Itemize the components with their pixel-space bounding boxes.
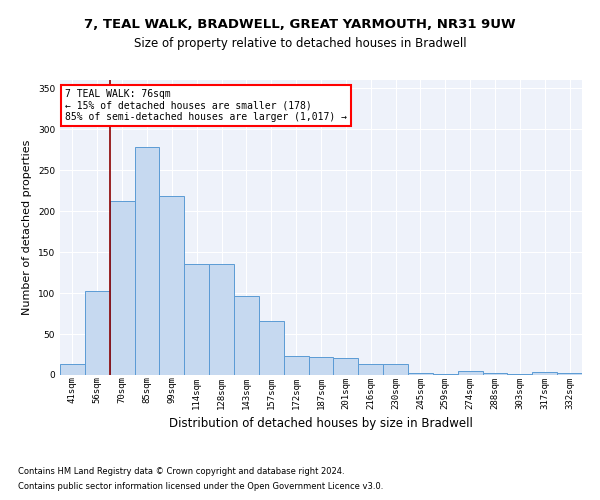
Y-axis label: Number of detached properties: Number of detached properties <box>22 140 32 315</box>
Bar <box>184 264 209 375</box>
Bar <box>110 202 134 375</box>
Bar <box>259 321 284 375</box>
Bar <box>383 364 408 375</box>
Bar <box>134 147 160 375</box>
Bar <box>482 372 508 375</box>
Text: Size of property relative to detached houses in Bradwell: Size of property relative to detached ho… <box>134 38 466 51</box>
Bar <box>334 358 358 375</box>
Bar <box>308 357 334 375</box>
Text: 7, TEAL WALK, BRADWELL, GREAT YARMOUTH, NR31 9UW: 7, TEAL WALK, BRADWELL, GREAT YARMOUTH, … <box>84 18 516 30</box>
Bar <box>209 264 234 375</box>
Bar <box>60 364 85 375</box>
Bar <box>458 371 482 375</box>
Bar <box>508 374 532 375</box>
Bar <box>160 196 184 375</box>
Bar <box>433 374 458 375</box>
Bar <box>284 356 308 375</box>
Bar <box>557 372 582 375</box>
Text: Contains HM Land Registry data © Crown copyright and database right 2024.: Contains HM Land Registry data © Crown c… <box>18 467 344 476</box>
Text: Contains public sector information licensed under the Open Government Licence v3: Contains public sector information licen… <box>18 482 383 491</box>
Bar <box>358 364 383 375</box>
Bar <box>85 290 110 375</box>
Bar <box>234 296 259 375</box>
Bar <box>532 372 557 375</box>
Text: 7 TEAL WALK: 76sqm
← 15% of detached houses are smaller (178)
85% of semi-detach: 7 TEAL WALK: 76sqm ← 15% of detached hou… <box>65 89 347 122</box>
Bar <box>408 372 433 375</box>
X-axis label: Distribution of detached houses by size in Bradwell: Distribution of detached houses by size … <box>169 417 473 430</box>
